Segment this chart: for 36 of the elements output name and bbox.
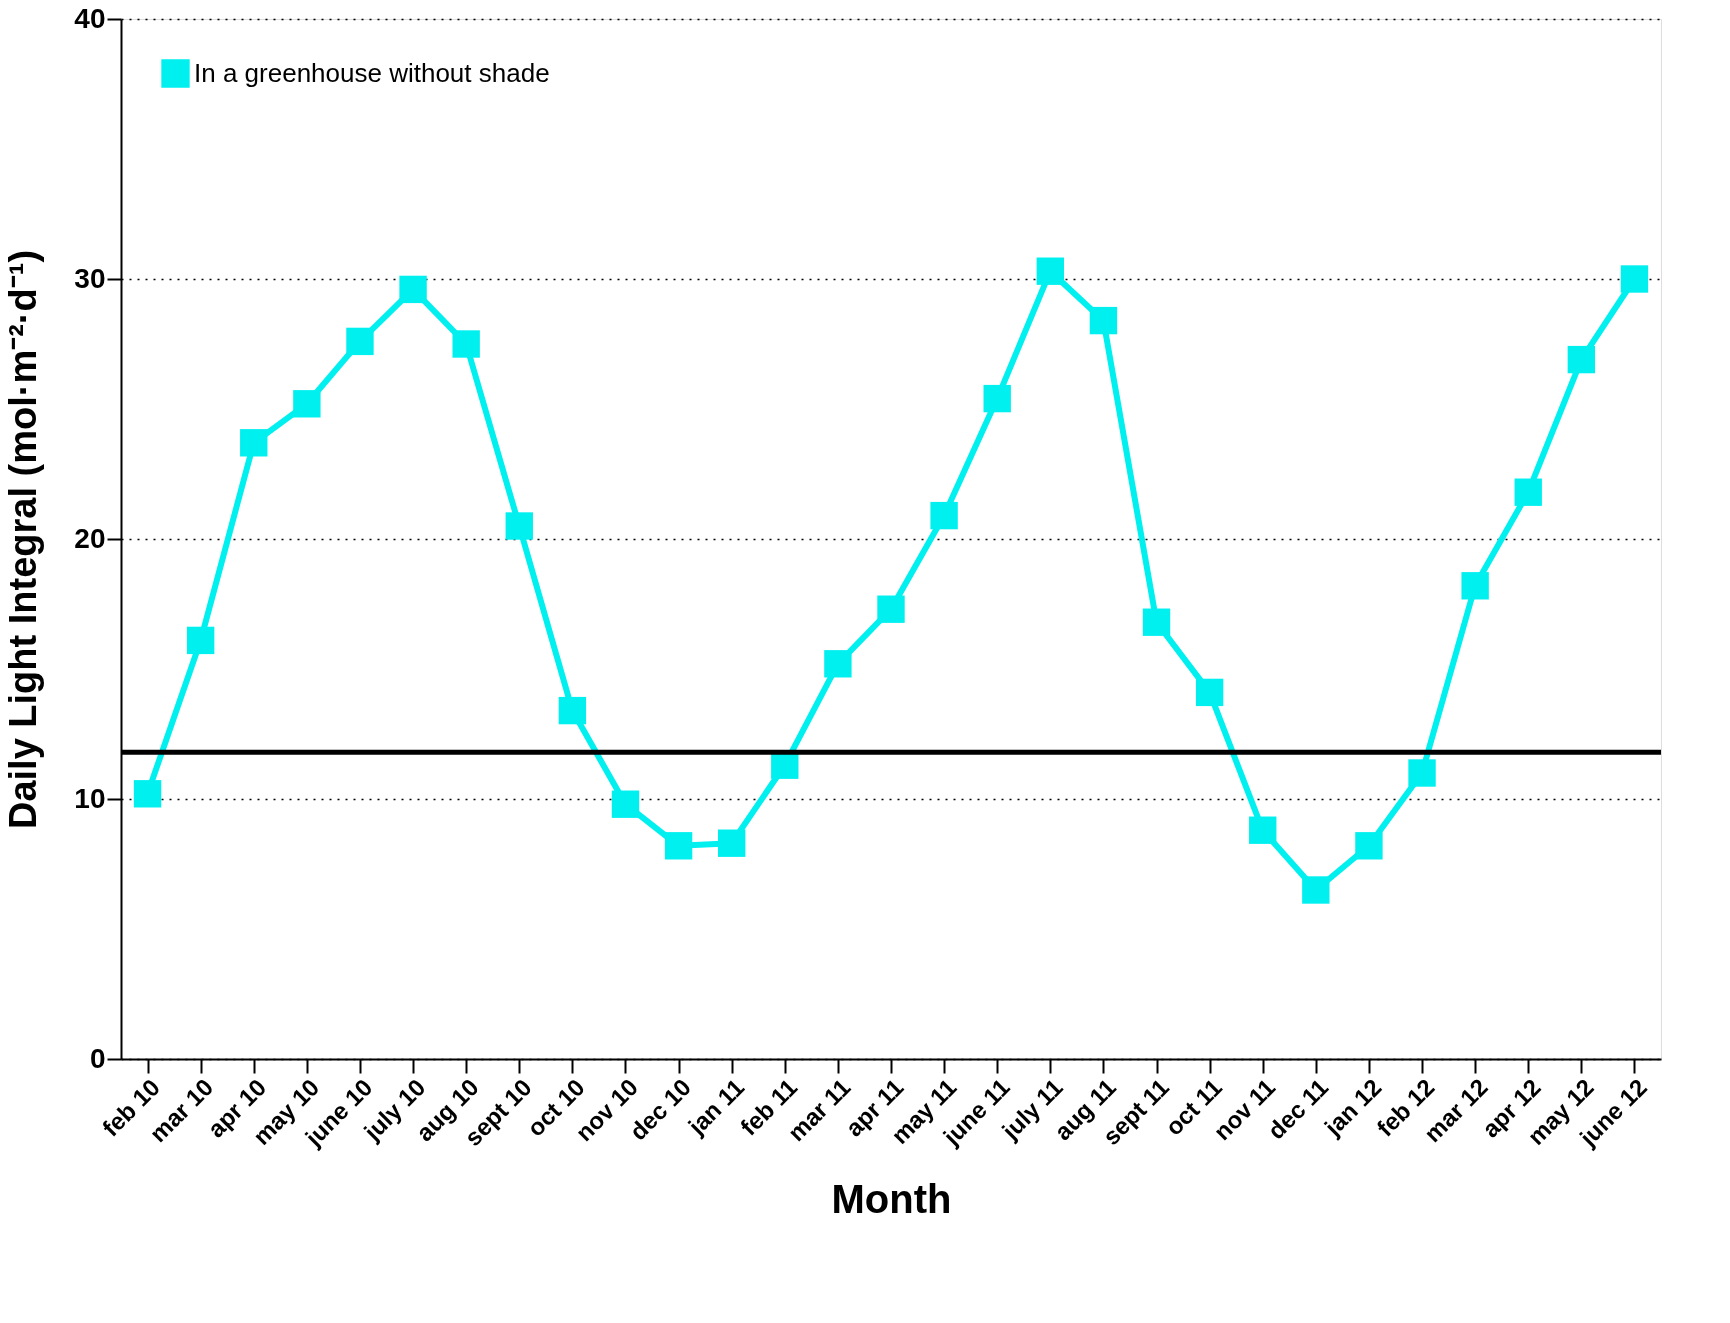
point <box>505 512 533 540</box>
legend-label: In a greenhouse without shade <box>194 57 550 88</box>
point <box>664 832 693 860</box>
point <box>293 390 321 418</box>
point <box>1195 678 1224 707</box>
point <box>1142 608 1171 636</box>
point <box>1036 257 1064 285</box>
point <box>1620 265 1649 293</box>
point <box>346 327 374 356</box>
point <box>1567 345 1596 374</box>
x-axis-title: Month <box>831 1176 952 1221</box>
point <box>1408 759 1436 787</box>
point <box>1514 478 1542 506</box>
point <box>1249 816 1277 844</box>
point <box>240 429 268 457</box>
point <box>1089 306 1118 335</box>
y-tick-label: 0 <box>89 1042 106 1074</box>
y-axis-title: Daily Light Integral (mol·m⁻²·d⁻¹) <box>2 249 45 830</box>
point <box>133 780 162 808</box>
y-tick-label: 30 <box>74 262 106 294</box>
point <box>877 595 905 623</box>
point <box>824 650 852 678</box>
point <box>186 626 215 655</box>
y-tick-label: 20 <box>74 522 106 554</box>
point <box>1302 876 1330 904</box>
point <box>611 790 640 818</box>
point <box>399 275 427 304</box>
point <box>452 330 480 358</box>
point <box>1355 832 1383 860</box>
point <box>930 501 958 530</box>
point <box>558 696 587 725</box>
y-tick-label: 10 <box>74 782 106 814</box>
point <box>718 829 746 857</box>
point <box>1461 572 1489 600</box>
point <box>983 384 1011 413</box>
y-tick-label: 40 <box>74 2 106 34</box>
